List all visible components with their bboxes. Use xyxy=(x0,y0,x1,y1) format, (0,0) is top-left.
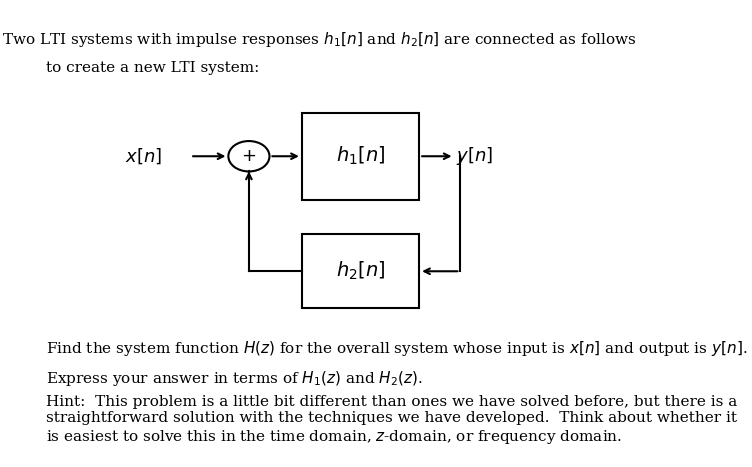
Text: $y[n]$: $y[n]$ xyxy=(456,145,493,167)
Text: Express your answer in terms of $H_1(z)$ and $H_2(z)$.: Express your answer in terms of $H_1(z)$… xyxy=(47,369,423,388)
Text: $h_1[n]$: $h_1[n]$ xyxy=(336,145,385,167)
Text: $h_2[n]$: $h_2[n]$ xyxy=(336,260,385,283)
Text: Two LTI systems with impulse responses $h_1[n]$ and $h_2[n]$ are connected as fo: Two LTI systems with impulse responses $… xyxy=(2,30,636,50)
Bar xyxy=(302,113,419,200)
Text: to create a new LTI system:: to create a new LTI system: xyxy=(47,61,259,75)
Bar xyxy=(302,234,419,308)
Text: Hint:  This problem is a little bit different than ones we have solved before, b: Hint: This problem is a little bit diffe… xyxy=(47,395,738,446)
Text: $+$: $+$ xyxy=(241,147,256,165)
Text: Find the system function $H(z)$ for the overall system whose input is $x[n]$ and: Find the system function $H(z)$ for the … xyxy=(47,339,747,358)
Text: $x[n]$: $x[n]$ xyxy=(125,147,162,166)
